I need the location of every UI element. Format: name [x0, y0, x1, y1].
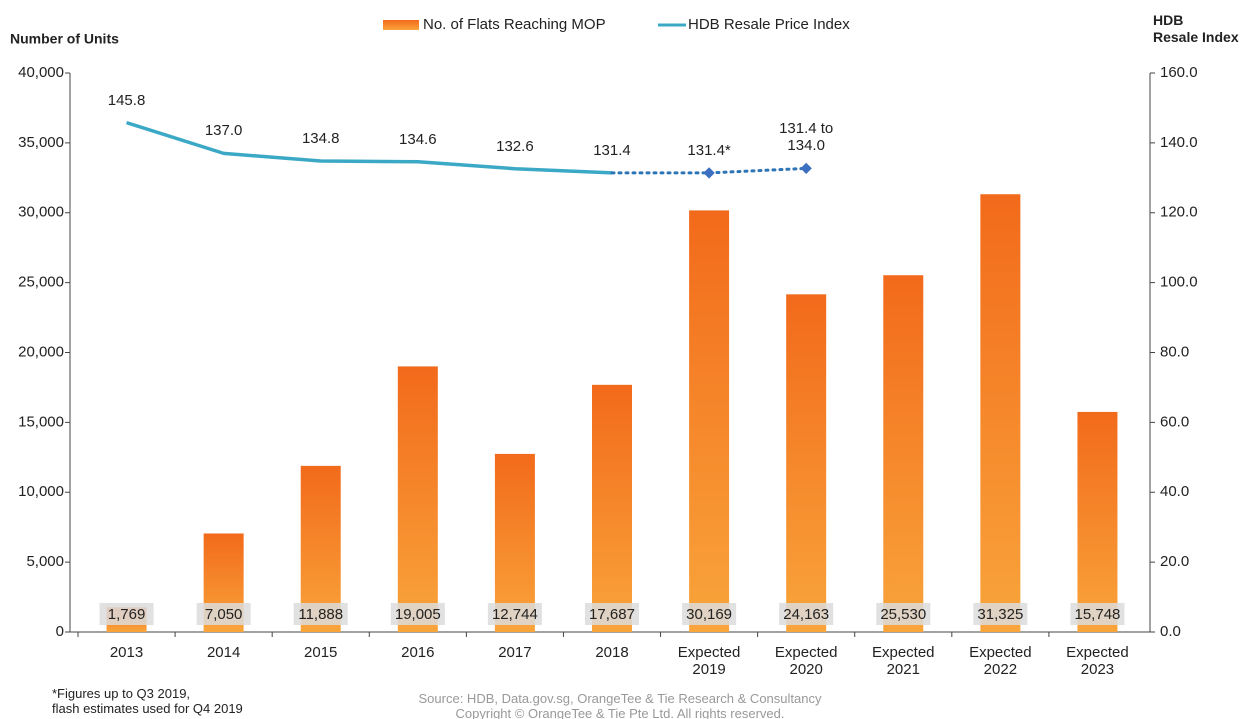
value-label: 30,169	[686, 606, 732, 623]
y2-tick-label: 120.0	[1160, 204, 1198, 221]
value-label: 1,769	[108, 606, 146, 623]
value-label: 131.4 to 134.0	[779, 120, 834, 155]
y-tick-label: 30,000	[18, 204, 64, 221]
x-tick-label: Expected 2019	[677, 644, 741, 678]
value-label: 134.8	[301, 130, 340, 148]
value-label: 132.6	[496, 137, 534, 155]
bar	[786, 294, 827, 632]
x-tick-label: 2017	[498, 644, 532, 661]
bar	[494, 453, 535, 632]
y2-tick-label: 160.0	[1160, 64, 1198, 81]
marker	[703, 167, 715, 179]
x-tick-label: Expected 2020	[774, 644, 838, 678]
value-label: 24,163	[783, 606, 829, 623]
bar	[980, 194, 1021, 632]
x-tick-label: Expected 2021	[871, 644, 935, 678]
value-label-bg	[779, 603, 834, 625]
value-label: 19,005	[395, 606, 441, 623]
y2-tick-label: 40.0	[1160, 483, 1189, 500]
x-tick-label: 2016	[401, 644, 435, 661]
y-tick-label: 40,000	[18, 64, 64, 81]
value-label: 134.6	[399, 130, 437, 148]
y-tick-label: 0	[56, 623, 64, 640]
y2-tick-label: 60.0	[1160, 413, 1189, 430]
x-tick-label: 2014	[206, 644, 241, 661]
bar	[883, 275, 924, 632]
value-label: 7,050	[205, 606, 243, 623]
value-label-bg	[585, 603, 639, 625]
y-axis-title: Number of Units	[10, 31, 119, 47]
value-label: 11,888	[298, 606, 343, 623]
value-label-bg	[390, 603, 445, 625]
value-label: 25,530	[880, 606, 926, 623]
y-tick-label: 10,000	[18, 483, 64, 500]
y2-tick-label: 140.0	[1160, 134, 1198, 151]
footnote: *Figures up to Q3 2019, flash estimates …	[52, 686, 243, 716]
marker	[800, 162, 812, 175]
x-tick-label: Expected 2023	[1066, 644, 1129, 678]
value-label-bg	[196, 603, 251, 625]
value-label: 15,748	[1075, 606, 1121, 623]
bar	[1077, 411, 1118, 632]
y-tick-label: 25,000	[18, 274, 64, 291]
bar	[592, 384, 632, 632]
line	[126, 120, 613, 175]
legend-swatch	[383, 20, 419, 30]
y2-axis-title: HDB Resale Index	[1153, 12, 1239, 45]
value-label: 12,744	[492, 606, 538, 623]
bar	[397, 366, 438, 632]
value-label: 137.0	[204, 122, 243, 140]
x-tick-label: 2015	[304, 644, 338, 661]
value-label-bg	[293, 603, 348, 625]
y-tick-label: 20,000	[18, 343, 64, 360]
value-label: 17,687	[589, 606, 635, 623]
y2-tick-label: 0.0	[1160, 623, 1181, 640]
value-label-bg	[973, 603, 1028, 625]
y2-tick-label: 80.0	[1160, 343, 1189, 360]
y2-tick-label: 20.0	[1160, 553, 1189, 570]
value-label-bg	[876, 603, 931, 625]
x-tick-label: Expected 2022	[969, 644, 1032, 678]
value-label: 131.4*	[687, 141, 731, 159]
y-tick-label: 5,000	[26, 553, 64, 570]
bar	[689, 210, 730, 632]
value-label-bg	[487, 603, 542, 625]
value-label-bg	[1070, 603, 1125, 625]
source: Source: HDB, Data.gov.sg, OrangeTee & Ti…	[418, 691, 822, 719]
value-label-bg	[99, 603, 154, 625]
y-tick-label: 35,000	[18, 134, 64, 151]
legend-label: HDB Resale Price Index	[688, 16, 850, 33]
y2-tick-label: 100.0	[1160, 274, 1198, 291]
value-label: 31,325	[977, 606, 1023, 623]
x-tick-label: 2013	[109, 644, 144, 661]
legend-label: No. of Flats Reaching MOP	[423, 16, 606, 33]
x-tick-label: 2018	[595, 644, 629, 661]
value-label-bg	[682, 603, 737, 625]
value-label: 131.4	[593, 141, 631, 159]
value-label: 145.8	[107, 91, 146, 109]
y-tick-label: 15,000	[18, 413, 64, 430]
